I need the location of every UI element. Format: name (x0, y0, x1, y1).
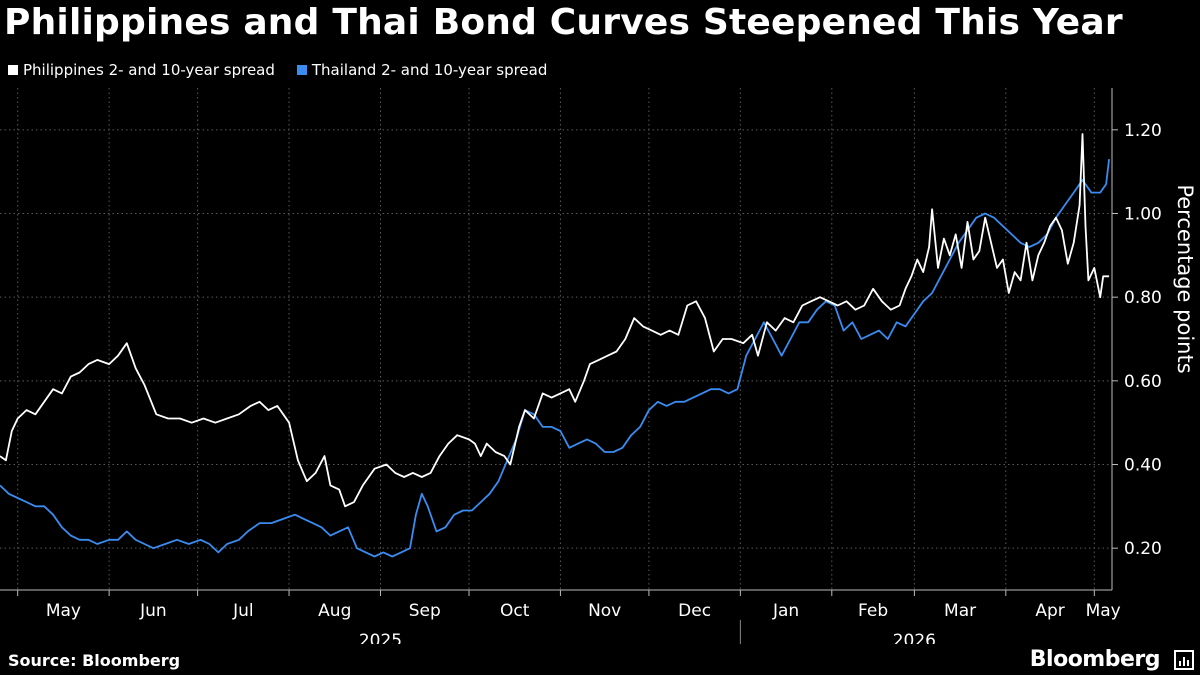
x-tick-label: Jan (772, 601, 799, 621)
brand-logo: Bloomberg (1029, 647, 1161, 672)
chart-area: 0.20 0.40 0.60 0.80 1.00 1.20 May Jun Jul Aug Sep O… (0, 84, 1200, 651)
x-tick-label: Oct (500, 601, 530, 621)
chart-title: Philippines and Thai Bond Curves Steepen… (4, 2, 1123, 43)
x-tick-label: Dec (678, 601, 711, 621)
y-tick-label: 0.20 (1124, 539, 1162, 559)
x-tick-label: Jul (232, 601, 254, 621)
bloomberg-terminal-icon (1174, 650, 1194, 670)
legend-swatch-philippines (8, 65, 18, 75)
chart-legend: Philippines 2- and 10-year spread Thaila… (8, 60, 569, 80)
y-tick-label: 1.00 (1124, 205, 1162, 225)
x-tick-label: Aug (318, 601, 351, 621)
x-tick-label: Feb (858, 601, 888, 621)
x-tick-label: Sep (409, 601, 441, 621)
legend-swatch-thailand (296, 65, 307, 75)
y-tick-label: 0.80 (1124, 288, 1162, 308)
x-tick-label: Apr (1035, 601, 1064, 621)
legend-label-philippines: Philippines 2- and 10-year spread (23, 61, 275, 79)
x-tick-label: Mar (944, 601, 976, 621)
legend-item-philippines: Philippines 2- and 10-year spread (8, 61, 275, 79)
source-note: Source: Bloomberg (8, 651, 181, 670)
line-chart: 0.20 0.40 0.60 0.80 1.00 1.20 May Jun Jul Aug Sep O… (0, 88, 1197, 651)
y-tick-label: 0.60 (1124, 372, 1162, 392)
legend-label-thailand: Thailand 2- and 10-year spread (311, 61, 548, 79)
series-line-philippines (0, 133, 1110, 508)
x-tick-label: May (1086, 601, 1121, 621)
legend-item-thailand: Thailand 2- and 10-year spread (296, 61, 548, 79)
year-label: 2025 (359, 631, 402, 644)
x-tick-label: Jun (139, 601, 167, 621)
y-tick-label: 0.40 (1124, 456, 1162, 476)
year-label: 2026 (893, 631, 936, 644)
y-tick-label: 1.20 (1124, 121, 1162, 141)
x-tick-label: Nov (588, 601, 621, 621)
x-tick-label: May (46, 601, 81, 621)
y-axis-title: Percentage points (1173, 184, 1197, 373)
series-line-thailand (0, 158, 1110, 558)
